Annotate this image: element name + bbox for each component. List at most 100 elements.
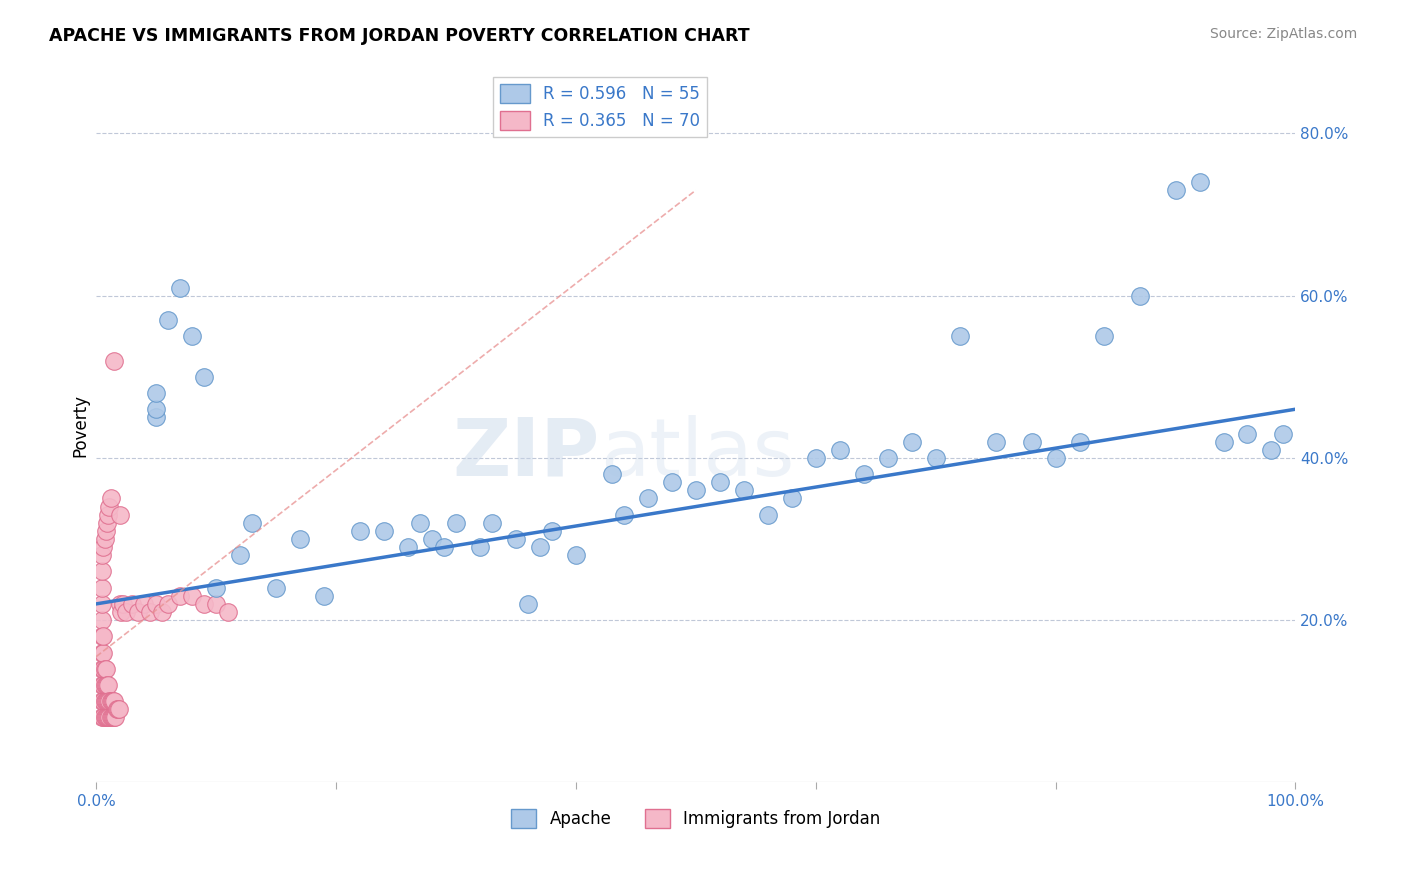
- Point: [288, 532, 311, 546]
- Point: [1045, 450, 1067, 465]
- Point: [93, 629, 115, 643]
- Point: [100, 491, 122, 506]
- Point: [852, 467, 875, 482]
- Point: [94, 678, 117, 692]
- Point: [103, 710, 125, 724]
- Point: [240, 516, 263, 530]
- Point: [134, 597, 156, 611]
- Point: [91, 678, 114, 692]
- Point: [1164, 183, 1187, 197]
- Point: [205, 581, 228, 595]
- Point: [108, 597, 131, 611]
- Point: [637, 491, 659, 506]
- Point: [98, 710, 121, 724]
- Point: [1128, 288, 1150, 302]
- Point: [139, 605, 162, 619]
- Point: [804, 450, 827, 465]
- Point: [108, 702, 131, 716]
- Point: [97, 508, 120, 522]
- Point: [433, 540, 456, 554]
- Text: ZIP: ZIP: [453, 415, 600, 493]
- Point: [529, 540, 551, 554]
- Point: [145, 597, 167, 611]
- Point: [1272, 426, 1295, 441]
- Point: [93, 710, 115, 724]
- Point: [111, 597, 134, 611]
- Point: [505, 532, 527, 546]
- Point: [145, 410, 167, 425]
- Point: [93, 532, 115, 546]
- Point: [94, 524, 117, 538]
- Point: [91, 565, 114, 579]
- Point: [93, 646, 115, 660]
- Point: [115, 605, 138, 619]
- Point: [468, 540, 491, 554]
- Point: [157, 597, 180, 611]
- Point: [100, 694, 122, 708]
- Point: [91, 710, 114, 724]
- Point: [150, 605, 173, 619]
- Point: [169, 280, 191, 294]
- Point: [349, 524, 371, 538]
- Point: [96, 516, 118, 530]
- Point: [1260, 442, 1282, 457]
- Point: [96, 694, 118, 708]
- Text: Source: ZipAtlas.com: Source: ZipAtlas.com: [1209, 27, 1357, 41]
- Point: [91, 646, 114, 660]
- Legend: Apache, Immigrants from Jordan: Apache, Immigrants from Jordan: [505, 802, 887, 835]
- Point: [709, 475, 731, 490]
- Point: [100, 710, 122, 724]
- Point: [193, 597, 215, 611]
- Point: [96, 710, 118, 724]
- Point: [93, 540, 115, 554]
- Point: [600, 467, 623, 482]
- Point: [91, 548, 114, 562]
- Point: [1021, 434, 1043, 449]
- Point: [108, 508, 131, 522]
- Point: [101, 694, 124, 708]
- Point: [828, 442, 851, 457]
- Point: [157, 313, 180, 327]
- Point: [91, 694, 114, 708]
- Point: [193, 369, 215, 384]
- Point: [121, 597, 143, 611]
- Point: [91, 662, 114, 676]
- Point: [444, 516, 467, 530]
- Point: [93, 678, 115, 692]
- Point: [96, 678, 118, 692]
- Point: [1069, 434, 1091, 449]
- Y-axis label: Poverty: Poverty: [72, 394, 89, 457]
- Point: [217, 605, 239, 619]
- Point: [1188, 175, 1211, 189]
- Point: [1236, 426, 1258, 441]
- Point: [101, 710, 124, 724]
- Point: [661, 475, 683, 490]
- Point: [145, 386, 167, 401]
- Point: [98, 500, 121, 514]
- Point: [264, 581, 287, 595]
- Point: [105, 702, 128, 716]
- Point: [103, 694, 125, 708]
- Point: [373, 524, 395, 538]
- Point: [541, 524, 564, 538]
- Point: [1212, 434, 1234, 449]
- Point: [756, 508, 779, 522]
- Point: [900, 434, 922, 449]
- Point: [93, 678, 115, 692]
- Point: [91, 613, 114, 627]
- Point: [420, 532, 443, 546]
- Point: [169, 589, 191, 603]
- Point: [127, 605, 149, 619]
- Point: [876, 450, 898, 465]
- Point: [94, 662, 117, 676]
- Point: [104, 710, 127, 724]
- Point: [98, 694, 121, 708]
- Point: [924, 450, 946, 465]
- Point: [1092, 329, 1115, 343]
- Point: [110, 605, 132, 619]
- Point: [97, 710, 120, 724]
- Point: [409, 516, 432, 530]
- Point: [145, 402, 167, 417]
- Point: [312, 589, 335, 603]
- Point: [181, 589, 204, 603]
